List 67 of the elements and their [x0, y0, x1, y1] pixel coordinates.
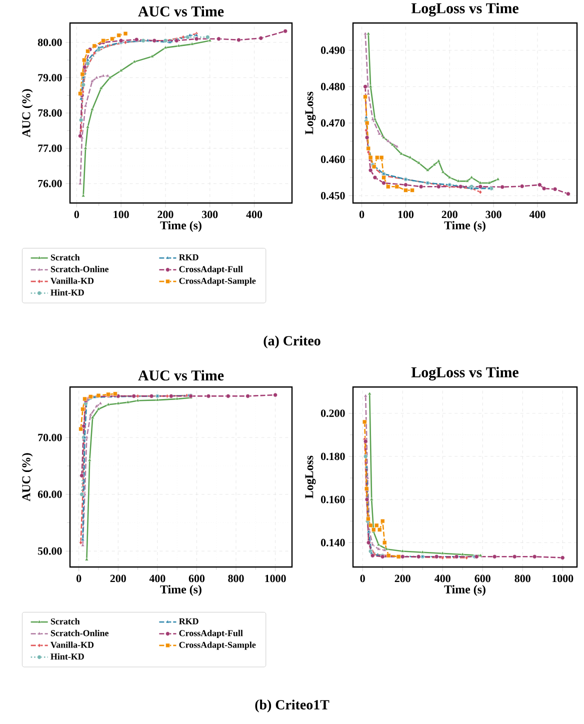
- y-tick-label: 0.490: [320, 46, 345, 54]
- y-tick-label: 76.00: [38, 180, 62, 188]
- y-tick-label: 79.00: [38, 74, 62, 82]
- chart-title: AUC vs Time: [138, 6, 224, 16]
- x-axis-title: Time (s): [160, 221, 202, 232]
- y-axis-title: AUC (%): [22, 89, 33, 138]
- legend-label: CrossAdapt-Sample: [179, 278, 256, 286]
- legend-label: Vanilla-KD: [50, 278, 94, 284]
- x-tick-label: 100: [114, 210, 129, 218]
- y-tick-label: 0.480: [320, 82, 345, 90]
- legend-label: CrossAdapt-Full: [179, 630, 243, 638]
- y-tick-label: 60.00: [38, 490, 62, 498]
- x-tick-label: 200: [158, 210, 174, 218]
- x-axis-title: Time (s): [444, 221, 486, 232]
- y-tick-label: 0.460: [320, 156, 345, 164]
- legend-label: RKD: [179, 618, 198, 624]
- x-tick-label: 0: [360, 574, 365, 582]
- text: (b) Criteo1T: [255, 700, 330, 712]
- y-tick-label: 0.200: [320, 410, 345, 418]
- x-tick-label: 200: [394, 574, 410, 582]
- x-tick-label: 600: [474, 574, 490, 582]
- x-tick-label: 0: [359, 210, 364, 218]
- y-axis-title: LogLoss: [305, 92, 316, 134]
- y-tick-label: 80.00: [38, 38, 62, 46]
- y-tick-label: 0.140: [320, 538, 345, 546]
- x-tick-label: 400: [434, 574, 450, 582]
- y-tick-label: 70.00: [38, 434, 62, 442]
- x-tick-label: 800: [228, 574, 244, 582]
- y-axis-title: LogLoss: [305, 456, 316, 498]
- x-tick-label: 200: [442, 210, 458, 218]
- y-tick-label: 50.00: [38, 547, 62, 555]
- x-tick-label: 1000: [265, 574, 286, 582]
- x-tick-label: 300: [486, 210, 502, 218]
- legend-label: Hint-KD: [50, 653, 84, 660]
- chart-title: LogLoss vs Time: [411, 366, 518, 380]
- x-tick-label: 400: [149, 574, 166, 582]
- chart-title: AUC vs Time: [138, 370, 224, 380]
- legend-label: Hint-KD: [50, 289, 84, 296]
- y-tick-label: 0.450: [320, 192, 345, 200]
- legend-label: Scratch: [50, 254, 80, 260]
- legend-label: Scratch-Online: [50, 266, 109, 272]
- x-tick-label: 200: [110, 574, 126, 582]
- x-tick-label: 0: [74, 210, 79, 218]
- legend-label: RKD: [179, 254, 198, 260]
- x-tick-label: 300: [202, 210, 218, 218]
- x-tick-label: 1000: [552, 574, 574, 582]
- x-tick-label: 400: [529, 210, 546, 218]
- x-axis-title: Time (s): [444, 585, 486, 596]
- y-tick-label: 77.00: [38, 144, 62, 152]
- x-tick-label: 600: [188, 574, 205, 582]
- x-axis-title: Time (s): [160, 585, 202, 596]
- y-tick-label: 78.00: [38, 109, 62, 117]
- y-tick-label: 0.470: [320, 119, 345, 127]
- legend-label: Scratch: [50, 618, 80, 624]
- y-axis-title: AUC (%): [22, 453, 33, 502]
- y-tick-label: 0.160: [320, 496, 345, 504]
- x-tick-label: 0: [76, 574, 82, 582]
- x-tick-label: 800: [514, 574, 530, 582]
- text: (a) Criteo: [264, 336, 320, 348]
- legend-label: CrossAdapt-Sample: [179, 642, 256, 650]
- y-tick-label: 0.180: [320, 452, 345, 460]
- x-tick-label: 100: [398, 210, 414, 218]
- legend-label: Scratch-Online: [50, 630, 109, 636]
- chart-title: LogLoss vs Time: [411, 2, 518, 16]
- x-tick-label: 400: [246, 210, 262, 218]
- legend-label: CrossAdapt-Full: [179, 266, 243, 274]
- legend-label: Vanilla-KD: [50, 642, 94, 648]
